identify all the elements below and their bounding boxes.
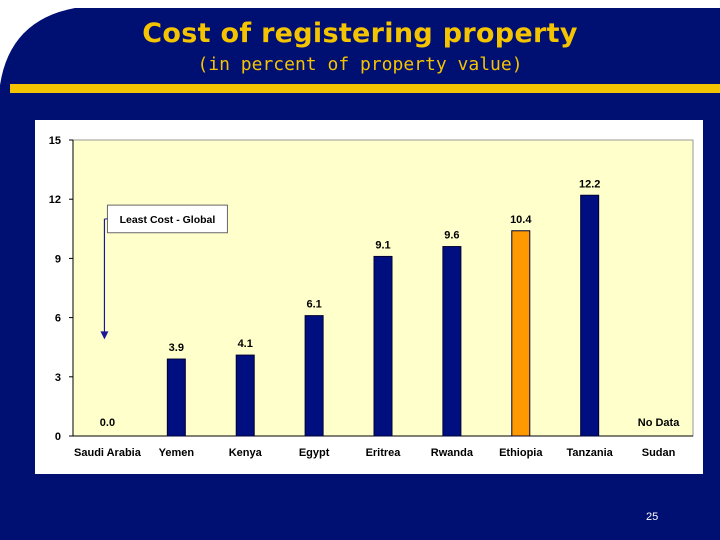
page-number: 25 (646, 511, 659, 523)
bar-eritrea (373, 255, 393, 437)
bar-rwanda (442, 246, 462, 437)
bar-chart: 0 3 6 9 12 15 0.0 Saudi Arabia 3.9 Yemen 4.1 Kenya 6… (49, 135, 694, 459)
chart-panel: 0 3 6 9 12 15 0.0 Saudi Arabia 3.9 Yemen 4.1 Kenya 6… (35, 120, 703, 474)
y-tick-label: 0 (55, 431, 61, 443)
y-tick-label: 6 (55, 313, 61, 325)
slide-title: Cost of registering property (142, 18, 578, 49)
bar-yemen (166, 358, 186, 437)
y-tick-label: 3 (55, 372, 61, 384)
x-tick-label: Rwanda (431, 447, 474, 459)
bar-ethiopia (511, 230, 531, 437)
annotation-arrow-head (100, 331, 109, 340)
data-label: 10.4 (510, 214, 532, 226)
x-tick-label: Tanzania (567, 447, 614, 459)
data-label: 3.9 (169, 342, 184, 354)
slide-subtitle: (in percent of property value) (197, 54, 523, 75)
bar-egypt (304, 315, 324, 437)
data-label: 0.0 (100, 417, 115, 429)
accent-bar (10, 84, 720, 93)
x-tick-label: Kenya (229, 447, 263, 459)
data-label: 4.1 (238, 338, 253, 350)
bar-tanzania (580, 194, 600, 437)
annotation-box (106, 204, 228, 234)
x-tick-label: Yemen (159, 447, 195, 459)
y-tick-label: 12 (49, 194, 61, 206)
x-tick-label: Ethiopia (499, 447, 543, 459)
x-tick-label: Sudan (642, 447, 676, 459)
x-tick-label: Egypt (299, 447, 330, 459)
data-label: 9.1 (375, 239, 390, 251)
annotation-label: Least Cost - Global (120, 214, 216, 226)
data-label: No Data (638, 417, 680, 429)
data-label: 12.2 (579, 178, 600, 190)
x-tick-label: Eritrea (366, 447, 402, 459)
data-label: 6.1 (306, 299, 321, 311)
y-tick-label: 9 (55, 253, 61, 265)
data-label: 9.6 (444, 230, 459, 242)
x-tick-label: Saudi Arabia (74, 447, 142, 459)
bar-kenya (235, 354, 255, 437)
y-tick-label: 15 (49, 135, 61, 147)
